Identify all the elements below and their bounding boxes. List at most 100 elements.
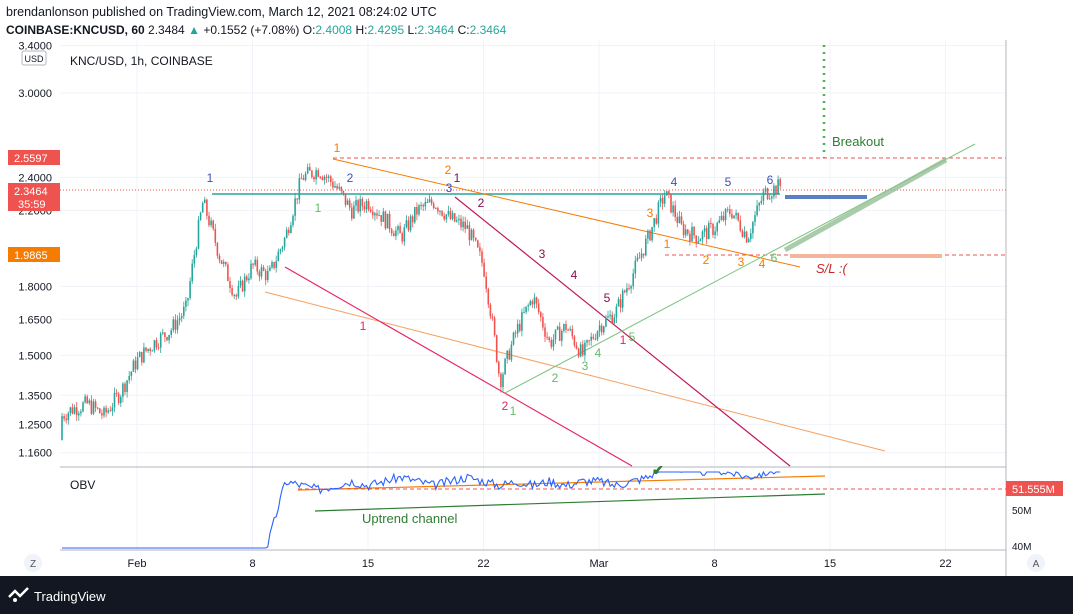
candle-body [498, 361, 500, 374]
upper-channel-line [454, 196, 791, 467]
candle-body [687, 229, 689, 234]
wave-label-12: 4 [759, 257, 766, 271]
candle-body [63, 416, 65, 419]
candle-body [233, 294, 235, 296]
candle-body [676, 217, 679, 224]
candle-body [548, 337, 550, 340]
candle-body [634, 260, 637, 274]
candle-body [250, 263, 252, 279]
candle-body [277, 251, 280, 262]
candle-body [628, 288, 630, 290]
chart-svg[interactable]: ✔ 3.40003.00002.40002.20001.80001.65001.… [0, 40, 1073, 576]
candle-body [615, 306, 618, 318]
candle-body [313, 177, 315, 180]
candle-body [741, 230, 744, 237]
candle-body [535, 297, 538, 304]
candle-body [735, 212, 737, 216]
price-tick-1: 3.0000 [18, 88, 52, 100]
candle-body [739, 220, 742, 231]
candle-body [481, 251, 483, 263]
candle-body [768, 198, 771, 200]
candle-body [380, 215, 382, 222]
candle-body [168, 334, 170, 341]
candle-body [592, 336, 595, 339]
candle-body [458, 218, 460, 221]
candle-body [155, 340, 158, 348]
candle-body [418, 205, 420, 215]
last-price: 2.3484 [148, 23, 185, 37]
candle-body [132, 360, 135, 372]
candle-body [288, 229, 290, 234]
candle-body [495, 335, 498, 362]
candle-body [653, 218, 655, 227]
candle-body [157, 347, 160, 349]
candle-body [73, 407, 76, 414]
candle-body [588, 340, 590, 342]
z-button[interactable] [24, 554, 42, 572]
candle-body [668, 191, 670, 195]
time-axis-labels: Feb 8 15 22 Mar 8 15 22 [128, 558, 952, 570]
candle-body [563, 323, 565, 331]
candle-body [372, 211, 374, 216]
price-tick-2: 2.4000 [18, 172, 52, 184]
candle-body [311, 170, 313, 178]
candle-body [409, 216, 412, 231]
candle-body [271, 262, 273, 268]
obv-pane[interactable] [60, 468, 1006, 550]
candle-body [281, 247, 284, 250]
wave-label-15: 3 [539, 247, 546, 261]
candle-body [724, 209, 727, 221]
candle-body [762, 191, 765, 201]
price-pane[interactable] [60, 40, 1006, 466]
candle-body [183, 306, 185, 316]
candle-body [138, 351, 141, 358]
candle-body [508, 350, 511, 360]
candle-body [220, 260, 223, 264]
candle-body [651, 226, 653, 241]
candle-body [472, 229, 475, 238]
candle-body [227, 264, 229, 282]
a-button-label: A [1033, 559, 1040, 570]
candle-body [69, 407, 72, 414]
candle-body [117, 393, 120, 404]
candle-body [237, 285, 240, 297]
candle-body [332, 181, 334, 188]
candle-body [374, 213, 376, 216]
grid-lines [60, 40, 1006, 550]
candle-body [397, 226, 399, 231]
candle-body [697, 241, 700, 243]
candle-body [573, 336, 576, 346]
lower-orange-line [264, 291, 886, 452]
candle-body [321, 177, 324, 180]
candles-layer [61, 163, 781, 441]
candle-body [567, 329, 569, 331]
candle-body [657, 202, 660, 224]
candle-body [747, 239, 750, 243]
candle-body [330, 176, 332, 182]
candle-body [661, 198, 664, 204]
footer-brand[interactable]: TradingView [34, 589, 106, 604]
candle-body [596, 331, 599, 340]
candle-body [672, 205, 674, 213]
uptrend-channel-label: Uptrend channel [362, 511, 458, 526]
price-tick-0: 3.4000 [18, 41, 52, 53]
candle-body [197, 219, 200, 249]
candle-body [449, 211, 452, 220]
chart-area[interactable]: ✔ 3.4000 3.0000 2.4000 2.2000 1.8000 1.6500 1.… [0, 40, 1073, 576]
candle-body [556, 326, 559, 330]
candle-body [206, 199, 208, 216]
candle-body [153, 340, 156, 351]
wave-label-19: 2 [502, 399, 509, 413]
candle-body [582, 344, 584, 356]
obv-upper-trend [297, 475, 826, 491]
a-button[interactable] [1027, 554, 1045, 572]
candle-body [470, 229, 473, 241]
candle-body [378, 215, 380, 217]
candle-body [619, 299, 622, 308]
candle-body [655, 218, 658, 224]
candle-body [424, 202, 427, 207]
currency-badge[interactable] [21, 50, 47, 66]
candle-body [489, 304, 492, 317]
candle-body [514, 332, 517, 334]
candle-body [225, 261, 227, 265]
